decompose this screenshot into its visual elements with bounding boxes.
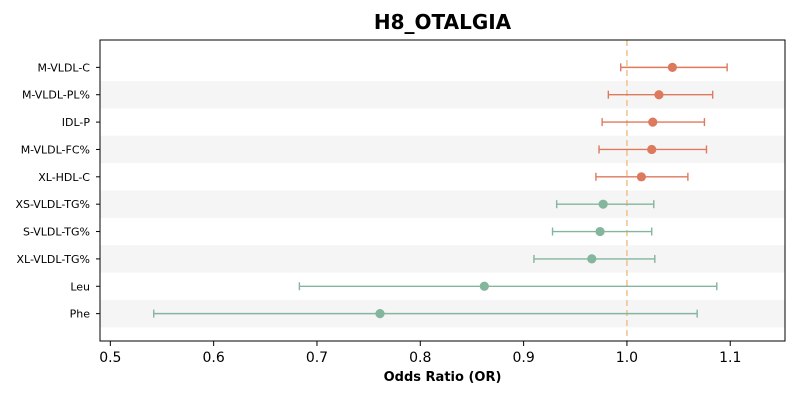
row-xs-vldl-tg- xyxy=(555,199,655,209)
row-m-vldl-pl- xyxy=(607,90,714,100)
row-label: S-VLDL-TG% xyxy=(23,226,90,239)
or-point xyxy=(595,226,605,237)
or-point xyxy=(636,172,646,182)
row-label: M-VLDL-FC% xyxy=(21,143,90,156)
or-point xyxy=(375,309,385,319)
row-label: XS-VLDL-TG% xyxy=(15,198,90,211)
row-label: Phe xyxy=(70,308,91,321)
row-band xyxy=(100,190,785,218)
row-label: Leu xyxy=(70,280,90,293)
x-tick-label: 1.1 xyxy=(719,350,741,366)
row-label: M-VLDL-PL% xyxy=(22,89,90,102)
row-xl-hdl-c xyxy=(595,172,689,182)
or-point xyxy=(667,62,677,72)
row-label: XL-HDL-C xyxy=(38,171,90,184)
data-marks xyxy=(153,62,728,319)
or-point xyxy=(598,199,608,209)
x-tick-label: 0.8 xyxy=(409,350,431,366)
or-point xyxy=(648,117,658,127)
x-axis-title: Odds Ratio (OR) xyxy=(384,370,502,385)
row-label: M-VLDL-C xyxy=(37,61,90,74)
x-tick-label: 0.5 xyxy=(99,350,121,366)
row-s-vldl-tg- xyxy=(551,226,653,237)
x-tick-label: 0.6 xyxy=(203,350,225,366)
row-label: IDL-P xyxy=(62,116,91,129)
or-point xyxy=(647,144,657,155)
or-point xyxy=(587,254,597,264)
row-band xyxy=(100,245,785,273)
row-m-vldl-c xyxy=(620,62,728,72)
or-point xyxy=(654,90,664,100)
or-point xyxy=(479,281,489,291)
row-m-vldl-fc- xyxy=(598,144,708,155)
row-leu xyxy=(298,281,718,291)
x-tick-label: 0.7 xyxy=(306,350,328,366)
chart-title: H8_OTALGIA xyxy=(373,10,512,34)
row-bands xyxy=(100,81,785,328)
axes xyxy=(96,39,786,346)
plot-frame xyxy=(99,39,786,342)
x-tick-label: 0.9 xyxy=(512,350,534,366)
row-xl-vldl-tg- xyxy=(533,254,656,264)
row-label: XL-VLDL-TG% xyxy=(16,253,90,266)
x-tick-label: 1.0 xyxy=(616,350,638,366)
labels: M-VLDL-C M-VLDL-PL% IDL-P M-VLDL-FC% XL-HDL-… xyxy=(15,61,741,385)
row-phe xyxy=(153,309,698,319)
row-idl-p xyxy=(601,117,706,127)
